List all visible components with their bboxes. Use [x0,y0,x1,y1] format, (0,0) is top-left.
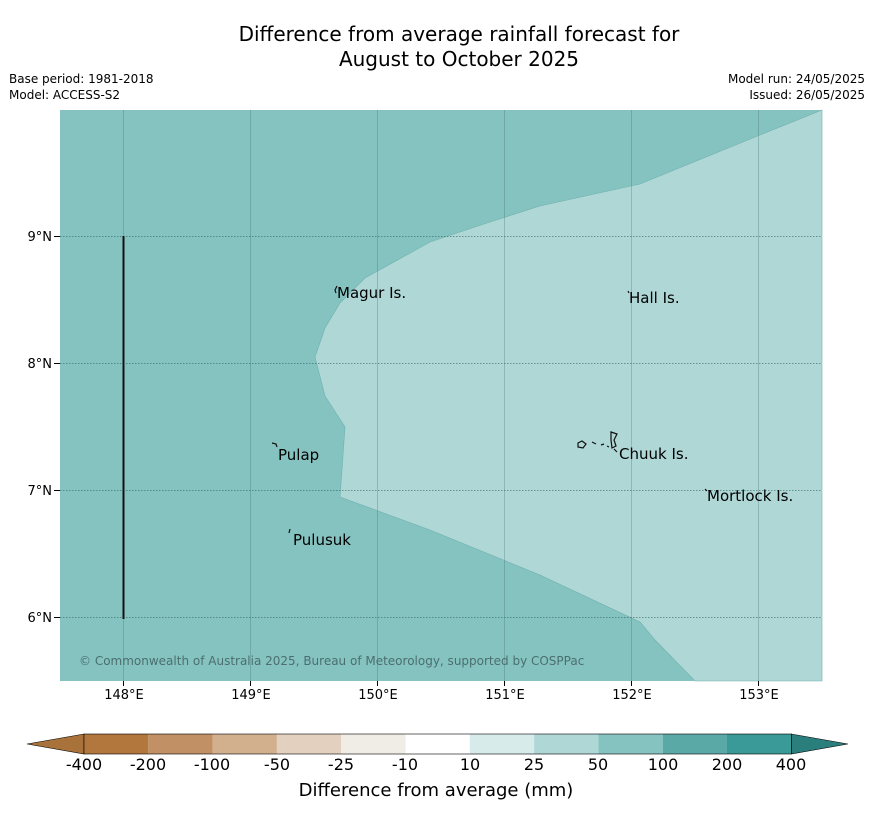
lon-label-153e: 153°E [739,688,779,703]
cb-tick-label-12: 400 [775,755,807,774]
cb-tick-label-4: -50 [263,755,291,774]
pulap-island-outline [271,442,278,448]
longitude-labels: 148°E 149°E 150°E 151°E 152°E 153°E [104,688,779,703]
meta-right: Model run: 24/05/2025 Issued: 26/05/2025 [728,71,865,103]
cb-tick-label-10: 100 [647,755,679,774]
label-mortlock: Mortlock Is. [707,487,793,505]
latitude-ticks [54,236,60,618]
chart-title: Difference from average rainfall forecas… [0,22,873,72]
cb-tick-label-7: 10 [459,755,481,774]
longitude-gridlines [123,110,759,681]
copyright-notice: © Commonwealth of Australia 2025, Bureau… [79,654,584,668]
colorbar-swatch-5 [341,734,406,754]
lon-label-149e: 149°E [231,688,271,703]
colorbar-swatch-3 [212,734,277,754]
colorbar-swatch-2 [148,734,213,754]
label-magur: Magur Is. [337,284,406,302]
cb-tick-label-2: -200 [129,755,167,774]
colorbar-swatch-4 [276,734,342,754]
magur-island-outline [334,285,338,294]
lon-label-152e: 152°E [612,688,652,703]
lat-label-8n: 8°N [28,357,53,372]
longitude-ticks [123,681,759,686]
lat-label-7n: 7°N [28,484,53,499]
colorbar-swatch-11 [727,734,792,754]
cb-tick-label-6: -10 [391,755,419,774]
mortlock-island-outline [704,488,708,492]
islands [271,285,708,534]
colorbar-title: Difference from average (mm) [298,780,574,801]
colorbar-swatch-7 [469,734,535,754]
label-chuuk: Chuuk Is. [619,445,688,463]
latitude-gridlines [60,236,822,618]
lat-label-6n: 6°N [28,611,53,626]
title-line-2: August to October 2025 [338,47,580,71]
colorbar [26,733,849,755]
label-hall: Hall Is. [629,289,680,307]
label-pulap: Pulap [278,446,319,464]
lon-label-150e: 150°E [358,688,398,703]
model-name: Model: ACCESS-S2 [9,88,121,102]
cb-tick-label-5: -25 [327,755,355,774]
base-period: Base period: 1981-2018 [9,72,154,86]
colorbar-swatch-6 [405,734,470,754]
hall-island-outline [627,290,630,294]
cb-tick-label-1: -400 [65,755,103,774]
cb-tick-label-3: -100 [193,755,231,774]
issued-date: Issued: 26/05/2025 [749,88,865,102]
colorbar-frame [83,733,792,755]
colorbar-swatch-1 [84,734,149,754]
colorbar-high-extend [790,733,849,755]
chuuk-island-outline [577,431,618,453]
colorbar-swatch-9 [598,734,663,754]
lon-label-151e: 151°E [485,688,525,703]
pulusuk-island-outline [288,528,291,534]
colorbar-swatch-8 [534,734,599,754]
cb-tick-label-8: 25 [523,755,545,774]
rainfall-region-25-50 [314,109,823,682]
lat-label-9n: 9°N [28,230,53,245]
latitude-labels: 9°N 8°N 7°N 6°N [28,230,53,626]
model-run: Model run: 24/05/2025 [727,72,865,86]
cb-tick-label-11: 200 [711,755,743,774]
label-pulusuk: Pulusuk [293,531,351,549]
colorbar-swatch-10 [662,734,727,754]
title-line-1: Difference from average rainfall forecas… [238,22,680,46]
cb-tick-label-9: 50 [587,755,609,774]
lon-label-148e: 148°E [104,688,144,703]
colorbar-low-extend [26,733,85,755]
meta-left: Base period: 1981-2018 Model: ACCESS-S2 [9,71,154,103]
